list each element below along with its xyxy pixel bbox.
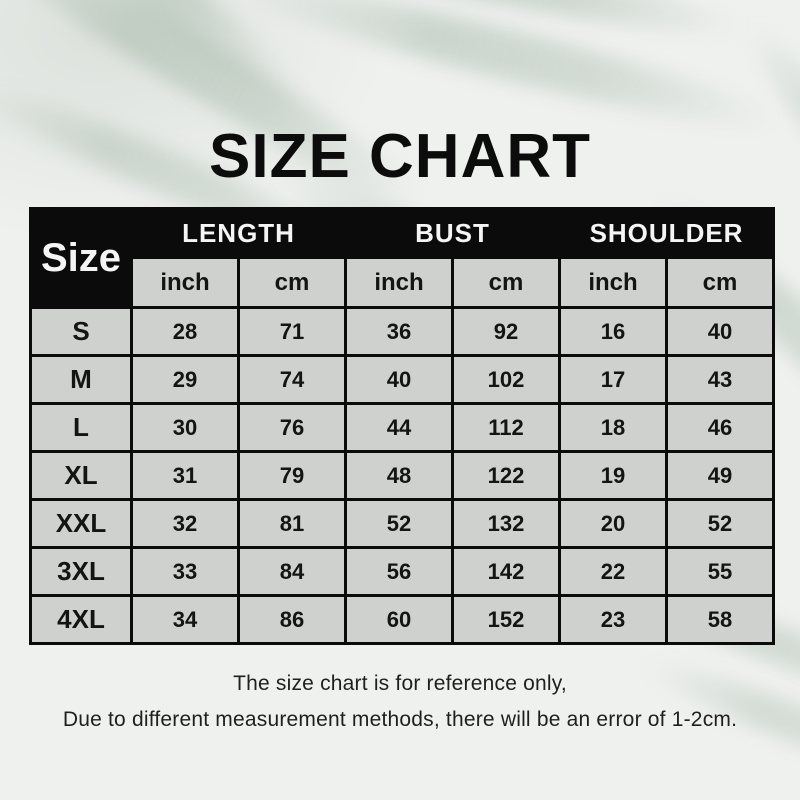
leaf-shadow-stroke xyxy=(250,0,750,52)
value-cell: 71 xyxy=(236,306,348,357)
value-cell: 56 xyxy=(344,546,455,597)
table-row-4xl: 4XL 34 86 60 152 23 58 xyxy=(29,594,776,645)
page-title: SIZE CHART xyxy=(209,122,591,191)
value-cell: 30 xyxy=(130,402,240,453)
value-cell: 29 xyxy=(130,354,240,405)
value-cell: 81 xyxy=(236,498,348,549)
leaf-shadow-stroke xyxy=(0,0,317,125)
value-cell: 76 xyxy=(236,402,348,453)
footnote-line-1: The size chart is for reference only, xyxy=(233,672,567,695)
value-cell: 40 xyxy=(665,306,776,357)
size-cell: 4XL xyxy=(29,594,133,645)
value-cell: 22 xyxy=(558,546,669,597)
value-cell: 40 xyxy=(344,354,455,405)
value-cell: 16 xyxy=(558,306,669,357)
table-row-l: L 30 76 44 112 18 46 xyxy=(29,402,776,453)
value-cell: 46 xyxy=(665,402,776,453)
value-cell: 34 xyxy=(130,594,240,645)
size-cell: 3XL xyxy=(29,546,133,597)
value-cell: 52 xyxy=(665,498,776,549)
value-cell: 112 xyxy=(451,402,562,453)
unit-header-length-cm: cm xyxy=(236,256,348,309)
value-cell: 132 xyxy=(451,498,562,549)
group-header-row: Size LENGTH BUST SHOULDER xyxy=(29,207,776,309)
value-cell: 33 xyxy=(130,546,240,597)
table-row-xxl: XXL 32 81 52 132 20 52 xyxy=(29,498,776,549)
value-cell: 18 xyxy=(558,402,669,453)
table-row-m: M 29 74 40 102 17 43 xyxy=(29,354,776,405)
size-cell: M xyxy=(29,354,133,405)
footnote-line-2: Due to different measurement methods, th… xyxy=(62,708,738,731)
column-group-length: LENGTH xyxy=(129,207,348,259)
value-cell: 36 xyxy=(344,306,455,357)
size-column-header: Size xyxy=(29,207,133,309)
unit-header-row: inch cm inch cm inch cm xyxy=(31,256,776,309)
value-cell: 31 xyxy=(130,450,240,501)
table-row-s: S 28 71 36 92 16 40 xyxy=(29,306,776,357)
value-cell: 55 xyxy=(665,546,776,597)
value-cell: 86 xyxy=(236,594,348,645)
size-chart-table: Size LENGTH BUST SHOULDER inch cm inch c… xyxy=(29,207,776,645)
size-cell: XL xyxy=(29,450,133,501)
value-cell: 48 xyxy=(344,450,455,501)
value-cell: 20 xyxy=(558,498,669,549)
column-group-bust: BUST xyxy=(344,207,562,259)
size-cell: L xyxy=(29,402,133,453)
value-cell: 49 xyxy=(665,450,776,501)
value-cell: 43 xyxy=(665,354,776,405)
value-cell: 44 xyxy=(344,402,455,453)
value-cell: 23 xyxy=(558,594,669,645)
value-cell: 79 xyxy=(236,450,348,501)
value-cell: 19 xyxy=(558,450,669,501)
size-cell: S xyxy=(29,306,133,357)
value-cell: 122 xyxy=(451,450,562,501)
unit-header-length-inch: inch xyxy=(130,256,240,309)
value-cell: 102 xyxy=(451,354,562,405)
table-row-3xl: 3XL 33 84 56 142 22 55 xyxy=(29,546,776,597)
value-cell: 60 xyxy=(344,594,455,645)
value-cell: 84 xyxy=(236,546,348,597)
leaf-shadow-stroke xyxy=(0,0,438,226)
value-cell: 17 xyxy=(558,354,669,405)
value-cell: 52 xyxy=(344,498,455,549)
value-cell: 58 xyxy=(665,594,776,645)
column-group-shoulder: SHOULDER xyxy=(558,207,776,259)
unit-header-bust-inch: inch xyxy=(344,256,455,309)
unit-header-shoulder-cm: cm xyxy=(665,256,776,309)
unit-header-bust-cm: cm xyxy=(451,256,562,309)
value-cell: 32 xyxy=(130,498,240,549)
value-cell: 92 xyxy=(451,306,562,357)
table-row-xl: XL 31 79 48 122 19 49 xyxy=(29,450,776,501)
unit-header-shoulder-inch: inch xyxy=(558,256,669,309)
size-cell: XXL xyxy=(29,498,133,549)
value-cell: 142 xyxy=(451,546,562,597)
value-cell: 152 xyxy=(451,594,562,645)
value-cell: 28 xyxy=(130,306,240,357)
value-cell: 74 xyxy=(236,354,348,405)
